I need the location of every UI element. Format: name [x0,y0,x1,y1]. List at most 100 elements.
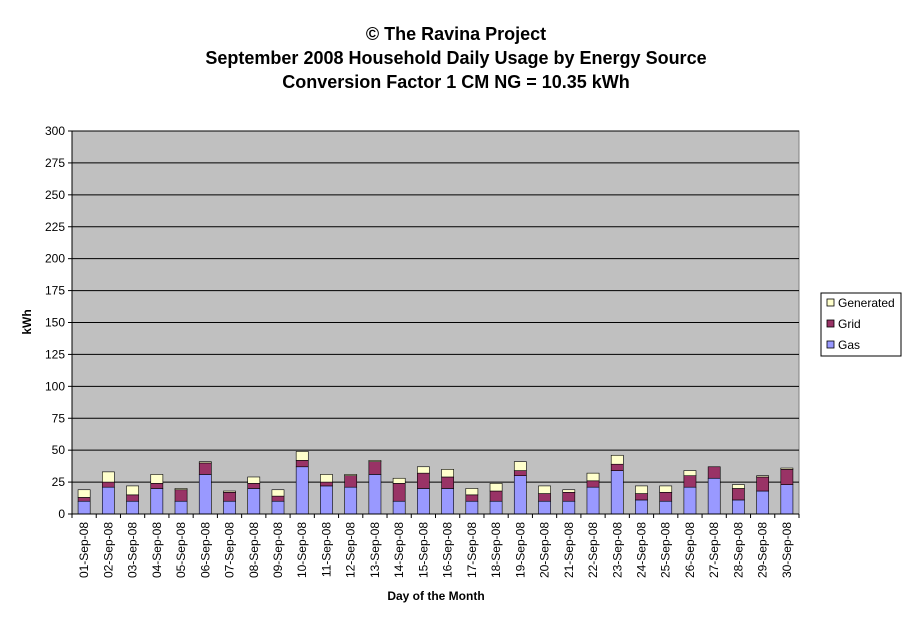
bar-generated [368,460,382,462]
x-tick-label: 03-Sep-08 [126,522,140,578]
bar-gas [780,484,794,515]
bar-generated [659,485,673,493]
x-tick-label: 13-Sep-08 [368,522,382,578]
y-tick-label: 75 [52,411,66,425]
bar-generated [465,488,479,496]
x-tick-label: 17-Sep-08 [465,522,479,578]
bar-generated [586,472,600,482]
bar-generated [126,485,139,496]
x-tick-label: 02-Sep-08 [101,522,115,578]
bar-generated [320,474,333,483]
bar-grid [441,476,454,489]
bar-grid [392,483,406,502]
x-axis-title: Day of the Month [387,589,484,603]
bar-generated [780,467,794,470]
bar-generated [198,461,212,464]
x-tick-label: 28-Sep-08 [731,522,745,578]
x-tick-label: 18-Sep-08 [489,522,503,578]
chart-title-line-3: Conversion Factor 1 CM NG = 10.35 kWh [282,72,630,92]
bar-grid [513,470,527,476]
bar-generated [610,454,624,465]
bar-grid [174,489,188,502]
bar-grid [538,493,551,502]
bar-generated [562,489,576,493]
x-tick-label: 11-Sep-08 [319,522,333,577]
x-tick-label: 26-Sep-08 [683,522,697,578]
x-tick-label: 09-Sep-08 [271,522,285,578]
bar-gas [707,477,721,515]
x-tick-label: 30-Sep-08 [780,522,794,578]
bar-gas [223,500,236,515]
x-tick-label: 01-Sep-08 [77,522,91,578]
legend: Generated Grid Gas [820,292,902,357]
x-tick-label: 05-Sep-08 [174,522,188,578]
bar-generated [101,471,115,483]
bar-generated [150,474,164,484]
y-tick-label: 25 [52,475,66,489]
bar-grid [320,481,333,487]
legend-label-grid: Grid [838,317,861,331]
bar-grid [732,488,745,501]
bar-grid [610,463,624,471]
bar-gas [635,499,648,515]
x-tick-label: 23-Sep-08 [610,522,624,578]
bar-gas [320,485,333,515]
legend-label-gas: Gas [838,338,860,352]
x-tick-label: 24-Sep-08 [634,522,648,578]
x-tick-label: 10-Sep-08 [295,522,309,578]
y-tick-label: 175 [45,284,65,298]
y-tick-label: 225 [45,220,65,234]
y-tick-label: 125 [45,347,65,361]
chart-title-line-2: September 2008 Household Daily Usage by … [205,48,706,68]
bar-grid [126,494,139,502]
bar-gas [465,500,479,515]
bar-generated [513,461,527,471]
bar-gas [77,500,91,515]
x-tick-label: 07-Sep-08 [223,522,237,578]
gridlines [72,130,799,483]
bar-generated [223,490,236,493]
bar-generated [392,477,406,484]
bar-grid [150,483,164,489]
bar-generated [295,451,309,461]
bar-gas [538,500,551,515]
bar-grid [247,483,261,489]
x-tick-label: 04-Sep-08 [150,522,164,578]
bar-generated [635,485,648,494]
bar-gas [174,500,188,515]
bar-grid [780,469,794,485]
y-tick-label: 150 [45,316,65,330]
chart-title-line-1: © The Ravina Project [366,24,546,44]
bar-generated [732,484,745,489]
bar-grid [295,460,309,468]
bar-gas [732,499,745,515]
bar-grid [707,466,721,479]
bar-generated [417,466,430,474]
bar-grid [659,491,673,502]
bar-grid [586,480,600,488]
x-tick-label: 16-Sep-08 [441,522,455,578]
x-tick-label: 20-Sep-08 [538,522,552,578]
bar-gas [756,490,770,515]
x-tick-label: 21-Sep-08 [562,522,576,578]
bar-grid [417,472,430,489]
bar-grid [223,491,236,502]
bar-gas [295,466,309,515]
x-tick-label: 25-Sep-08 [659,522,673,578]
y-tick-label: 300 [45,124,65,138]
bar-gas [441,488,454,515]
x-tick-label: 27-Sep-08 [707,522,721,578]
bar-grid [77,497,91,502]
bar-gas [586,486,600,515]
legend-label-generated: Generated [838,296,895,310]
bar-generated [77,489,91,498]
bar-grid [683,475,697,488]
bar-generated [174,488,188,491]
y-tick-label: 100 [45,379,65,393]
y-tick-label: 250 [45,188,65,202]
y-axis-title: kWh [20,309,34,334]
bar-grid [101,481,115,488]
bar-gas [417,488,430,515]
bar-grid [756,476,770,492]
y-axis-ticks: 0 25 50 75 100 125 150 175 200 225 250 275 300 [45,124,72,521]
